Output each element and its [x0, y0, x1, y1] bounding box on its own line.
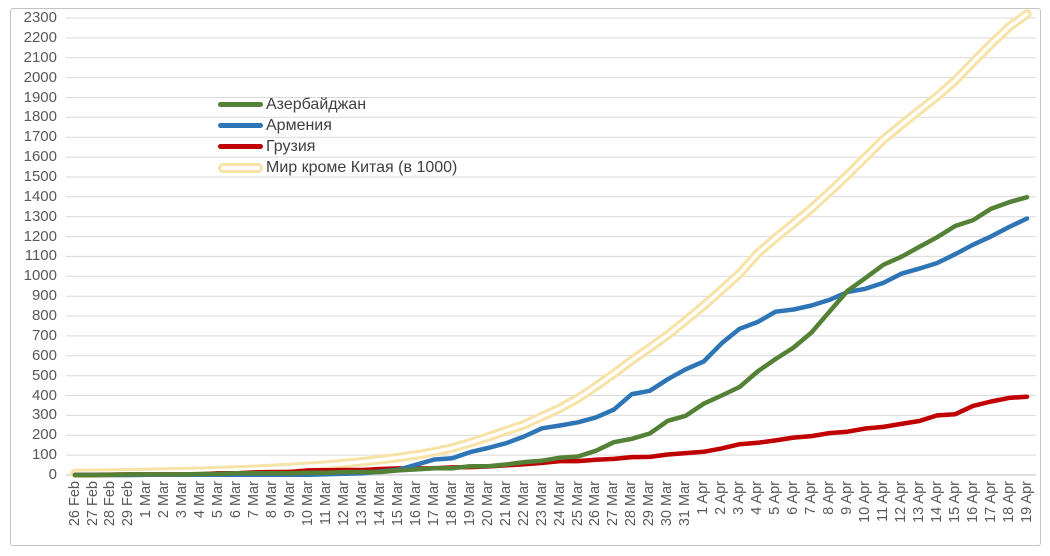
legend-item-georgia[interactable]: Грузия	[218, 136, 457, 157]
x-axis-tick-label: 9 Mar	[282, 481, 299, 519]
x-axis-tick-label: 5 Mar	[210, 481, 227, 519]
x-axis-tick-label: 10 Mar	[300, 481, 316, 527]
y-axis-tick-label: 300	[31, 406, 57, 424]
series-line-world-except-china[interactable]	[70, 9, 1032, 479]
y-axis-tick-label: 0	[48, 466, 57, 483]
series-line-world-except-china-inner	[73, 12, 1029, 476]
x-axis-tick-label: 17 Mar	[425, 481, 442, 527]
x-axis-tick-label: 9 Apr	[838, 481, 855, 515]
x-axis-tick-label: 12 Mar	[335, 481, 352, 527]
y-axis-tick-label: 200	[31, 426, 57, 444]
y-axis-tick-label: 2300	[23, 9, 57, 26]
x-axis-tick-label: 31 Mar	[677, 481, 694, 527]
x-axis-tick-label: 22 Mar	[515, 481, 532, 527]
x-axis-tick-label: 29 Mar	[641, 481, 658, 527]
x-axis-tick-label: 19 Mar	[461, 481, 478, 527]
y-axis-tick-label: 1200	[23, 227, 57, 245]
x-axis-tick-label: 26 Feb	[66, 481, 83, 527]
legend-line-swatch-icon	[218, 102, 263, 107]
y-axis-tick-label: 1800	[23, 108, 57, 126]
x-axis-tick-label: 25 Mar	[569, 481, 586, 527]
x-axis-tick-label: 23 Mar	[533, 481, 550, 527]
legend-line-swatch-icon	[218, 144, 263, 149]
y-axis-tick-label: 1600	[23, 148, 57, 166]
y-axis-tick-label: 1400	[23, 187, 57, 205]
x-axis-tick-label: 26 Mar	[587, 481, 604, 527]
y-axis-tick-label: 800	[31, 307, 57, 324]
x-axis-tick-label: 7 Apr	[803, 481, 819, 515]
x-axis-tick-label: 27 Feb	[84, 481, 101, 527]
x-axis-tick-label: 14 Mar	[371, 481, 388, 527]
x-axis-tick-label: 15 Apr	[946, 481, 963, 523]
x-axis-tick-label: 14 Apr	[928, 481, 945, 523]
legend-label: Армения	[266, 116, 332, 134]
x-axis-tick-label: 12 Apr	[892, 481, 909, 523]
legend-label: Мир кроме Китая (в 1000)	[266, 158, 458, 176]
legend-label: Грузия	[266, 137, 316, 155]
x-axis-tick-label: 8 Mar	[264, 481, 281, 519]
legend-item-azerbaijan[interactable]: Азербайджан	[218, 94, 457, 115]
x-axis-tick-label: 16 Mar	[407, 481, 424, 527]
y-axis-tick-label: 1500	[23, 168, 57, 185]
y-axis-tick-label: 2000	[23, 68, 57, 86]
x-axis-tick-label: 11 Apr	[874, 481, 891, 522]
x-axis-tick-label: 6 Mar	[228, 481, 245, 519]
x-axis-tick-label: 27 Mar	[605, 481, 622, 527]
y-axis-tick-label: 900	[31, 287, 57, 305]
series-line-azerbaijan[interactable]	[72, 194, 1030, 478]
x-axis-tick-label: 19 Apr	[1018, 481, 1035, 523]
x-axis-tick-label: 4 Apr	[749, 481, 766, 515]
x-axis-tick-label: 1 Mar	[138, 481, 155, 519]
series-line-armenia[interactable]	[72, 216, 1030, 478]
x-axis-tick-label: 2 Apr	[713, 481, 730, 515]
x-axis-tick-label: 13 Apr	[910, 481, 927, 523]
y-axis-tick-label: 1300	[23, 207, 57, 225]
x-axis-tick-label: 10 Apr	[856, 481, 873, 523]
legend-item-world-except-china[interactable]: Мир кроме Китая (в 1000)	[218, 157, 457, 178]
y-axis-tick-label: 1000	[23, 267, 57, 285]
x-axis-tick-label: 2 Mar	[156, 481, 173, 519]
y-axis-tick-label: 400	[31, 386, 57, 404]
y-axis-tick-label: 1900	[23, 88, 57, 106]
y-axis-tick-label: 1100	[24, 247, 57, 265]
x-axis-tick-label: 28 Feb	[102, 481, 119, 527]
chart-legend: Азербайджан Армения Грузия Мир кроме Китая …	[218, 94, 457, 178]
legend-label: Азербайджан	[266, 95, 367, 113]
x-axis-tick-label: 3 Mar	[174, 481, 191, 519]
y-axis-tick-label: 600	[31, 346, 57, 364]
x-axis-tick-label: 20 Mar	[479, 481, 496, 527]
x-axis-tick-label: 11 Mar	[318, 481, 334, 526]
x-axis-tick-label: 5 Apr	[767, 481, 784, 515]
x-axis-tick-label: 29 Feb	[120, 481, 137, 527]
x-axis-tick-label: 17 Apr	[982, 481, 999, 523]
x-axis-tick-label: 28 Mar	[623, 481, 640, 527]
y-axis-tick-label: 500	[31, 366, 57, 384]
x-axis-tick-label: 4 Mar	[192, 481, 209, 519]
legend-line-swatch-icon	[218, 162, 263, 173]
legend-item-armenia[interactable]: Армения	[218, 115, 457, 136]
x-axis-tick-label: 6 Apr	[785, 481, 801, 515]
y-axis-tick-label: 100	[31, 446, 57, 464]
x-axis-tick-label: 13 Mar	[353, 481, 370, 527]
y-axis-tick-label: 1700	[23, 128, 57, 146]
x-axis-tick-label: 1 Apr	[695, 481, 712, 515]
x-axis-tick-label: 24 Mar	[551, 481, 568, 527]
x-axis-tick-label: 21 Mar	[497, 481, 514, 527]
x-axis-tick-label: 18 Mar	[443, 481, 460, 527]
x-axis-tick-label: 3 Apr	[731, 481, 748, 515]
x-axis-tick-label: 7 Mar	[246, 481, 263, 519]
legend-line-swatch-icon	[218, 123, 263, 128]
x-axis-tick-label: 30 Mar	[659, 481, 676, 527]
x-axis-tick-label: 15 Mar	[389, 481, 406, 527]
x-axis-tick-label: 18 Apr	[1000, 481, 1017, 523]
y-axis-tick-label: 2200	[23, 28, 57, 46]
y-axis-tick-label: 2100	[23, 48, 57, 66]
x-axis-tick-label: 8 Apr	[820, 481, 837, 515]
x-axis-tick-label: 16 Apr	[964, 481, 981, 523]
y-axis-tick-label: 700	[31, 326, 57, 344]
